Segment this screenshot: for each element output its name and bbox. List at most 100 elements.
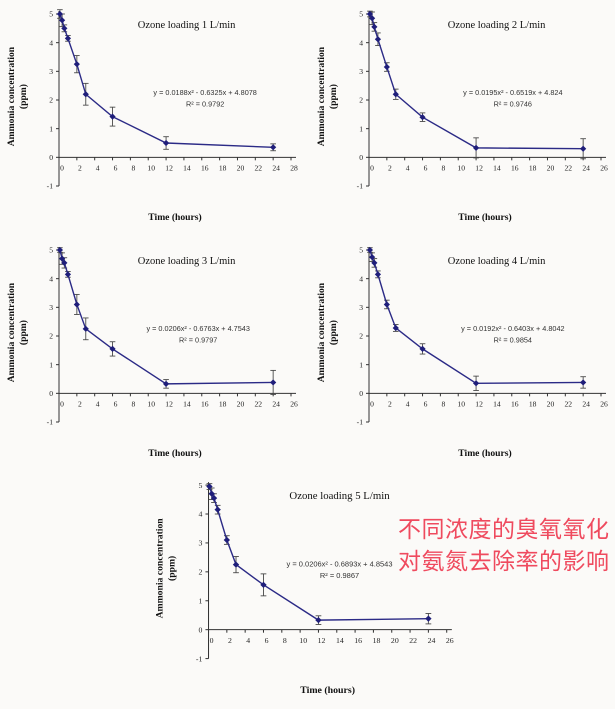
r-squared: R² = 0.9797 bbox=[179, 335, 217, 344]
x-tick-label: 20 bbox=[547, 163, 555, 172]
y-tick-label: 1 bbox=[49, 360, 53, 369]
chart-title: Ozone loading 1 L/min bbox=[138, 20, 236, 31]
x-tick-label: 22 bbox=[255, 399, 263, 408]
y-axis-label-line2: (ppm) bbox=[18, 84, 29, 109]
data-point bbox=[315, 617, 322, 624]
x-tick-label: 6 bbox=[424, 163, 428, 172]
y-axis-label-line1: Ammonia concentration bbox=[154, 518, 165, 619]
y-tick-label: 0 bbox=[49, 153, 53, 162]
x-tick-label: 10 bbox=[457, 399, 465, 408]
r-squared: R² = 0.9867 bbox=[320, 571, 359, 580]
y-axis-label-line2: (ppm) bbox=[18, 320, 29, 345]
data-point bbox=[210, 494, 218, 502]
data-point bbox=[472, 144, 480, 151]
data-point bbox=[73, 61, 80, 68]
x-tick-label: 12 bbox=[318, 636, 326, 645]
x-tick-label: 16 bbox=[511, 163, 519, 172]
x-tick-label: 6 bbox=[114, 399, 118, 408]
chart-title: Ozone loading 3 L/min bbox=[138, 256, 236, 267]
y-tick-label: 2 bbox=[198, 568, 202, 577]
y-tick-label: -1 bbox=[47, 182, 54, 191]
y-tick-label: 2 bbox=[359, 332, 363, 341]
x-tick-label: 0 bbox=[60, 163, 64, 172]
y-tick-label: 3 bbox=[49, 67, 53, 76]
data-point bbox=[374, 36, 382, 43]
x-tick-label: 2 bbox=[388, 163, 392, 172]
x-tick-label: 10 bbox=[457, 163, 465, 172]
y-tick-label: 4 bbox=[198, 510, 202, 519]
x-tick-label: 20 bbox=[237, 399, 245, 408]
x-tick-label: 0 bbox=[370, 163, 374, 172]
x-tick-label: 0 bbox=[60, 399, 64, 408]
r-squared: R² = 0.9792 bbox=[186, 99, 224, 108]
y-axis-label-line2: (ppm) bbox=[167, 556, 178, 581]
x-tick-label: 4 bbox=[246, 636, 250, 645]
y-axis-label-line2: (ppm) bbox=[328, 320, 339, 345]
y-tick-label: 1 bbox=[49, 124, 53, 133]
data-point bbox=[270, 144, 277, 151]
chart-ozone-loading-1: -1 0 1 2 3 4 5 0 2 4 6 8 10 12 14 16 18 20 22 24 28 Ozone loa… bbox=[2, 2, 302, 234]
x-tick-label: 10 bbox=[299, 636, 307, 645]
data-point bbox=[369, 15, 376, 22]
x-tick-label: 6 bbox=[265, 636, 269, 645]
x-tick-label: 20 bbox=[391, 636, 399, 645]
data-point bbox=[374, 271, 382, 278]
r-squared: R² = 0.9746 bbox=[494, 99, 532, 108]
x-tick-label: 16 bbox=[201, 163, 209, 172]
x-tick-label: 24 bbox=[272, 163, 280, 172]
x-tick-label: 8 bbox=[441, 399, 445, 408]
y-tick-label: 4 bbox=[49, 274, 53, 283]
y-tick-label: 5 bbox=[359, 246, 363, 255]
x-tick-label: 24 bbox=[582, 163, 590, 172]
x-axis-label: Time (hours) bbox=[148, 448, 201, 459]
y-tick-label: 0 bbox=[49, 389, 53, 398]
data-point bbox=[425, 615, 432, 622]
data-point bbox=[383, 63, 390, 71]
x-tick-label: 14 bbox=[493, 399, 501, 408]
x-tick-label: 26 bbox=[600, 399, 608, 408]
x-tick-label: 2 bbox=[78, 399, 82, 408]
y-axis-label-line1: Ammonia concentration bbox=[316, 46, 327, 146]
r-squared: R² = 0.9854 bbox=[494, 335, 532, 344]
x-tick-label: 26 bbox=[600, 163, 608, 172]
data-point bbox=[73, 301, 80, 308]
data-point bbox=[392, 91, 399, 98]
y-tick-label: 5 bbox=[49, 10, 53, 19]
x-tick-label: 24 bbox=[272, 399, 280, 408]
data-line bbox=[208, 486, 429, 621]
y-tick-label: 0 bbox=[359, 389, 363, 398]
y-tick-label: -1 bbox=[357, 418, 364, 427]
x-tick-label: 2 bbox=[78, 163, 82, 172]
x-tick-label: 6 bbox=[114, 163, 118, 172]
x-tick-label: 4 bbox=[406, 163, 410, 172]
y-tick-label: 3 bbox=[49, 303, 53, 312]
x-tick-label: 8 bbox=[441, 163, 445, 172]
chart-ozone-loading-2: -1 0 1 2 3 4 5 0 2 4 6 8 10 12 14 16 18 20 22 24 26 Ozone loa… bbox=[312, 2, 612, 234]
data-point bbox=[270, 379, 277, 386]
y-tick-label: 0 bbox=[359, 153, 363, 162]
y-tick-label: 4 bbox=[49, 38, 53, 47]
data-point bbox=[82, 91, 89, 98]
x-tick-label: 6 bbox=[424, 399, 428, 408]
y-axis-label-line1: Ammonia concentration bbox=[316, 282, 327, 382]
y-tick-label: 3 bbox=[359, 303, 363, 312]
data-point bbox=[56, 246, 63, 254]
annotation-line-2: 对氨氮去除率的影响 bbox=[398, 548, 610, 574]
data-point bbox=[206, 483, 213, 490]
x-tick-label: 26 bbox=[446, 636, 454, 645]
y-tick-label: 5 bbox=[198, 481, 202, 490]
data-point bbox=[383, 301, 390, 308]
fit-equation: y = 0.0188x² - 0.6325x + 4.8078 bbox=[153, 88, 256, 97]
x-tick-label: 14 bbox=[336, 636, 344, 645]
x-tick-label: 4 bbox=[406, 399, 410, 408]
data-point bbox=[223, 536, 231, 544]
x-axis-label: Time (hours) bbox=[148, 212, 201, 223]
y-tick-label: 5 bbox=[359, 10, 363, 19]
y-tick-label: 1 bbox=[198, 597, 202, 606]
x-tick-label: 14 bbox=[183, 399, 191, 408]
x-tick-label: 20 bbox=[237, 163, 245, 172]
x-tick-label: 12 bbox=[165, 163, 173, 172]
